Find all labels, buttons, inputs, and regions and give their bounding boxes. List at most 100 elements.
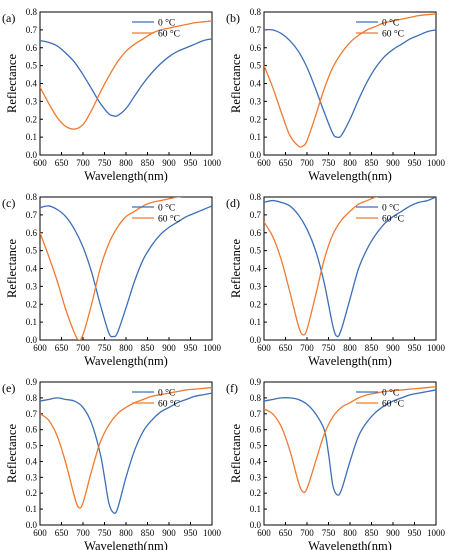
legend-label: 60 °C <box>382 214 404 225</box>
x-tick-label: 600 <box>33 158 47 168</box>
x-axis-label: Wavelength(nm) <box>84 169 168 183</box>
x-axis-label: Wavelength(nm) <box>84 354 168 368</box>
x-tick-label: 850 <box>141 528 155 538</box>
y-tick-label: 0.8 <box>250 7 262 17</box>
legend-label: 60 °C <box>158 399 180 410</box>
x-tick-label: 950 <box>408 158 422 168</box>
y-tick-label: 0.4 <box>26 456 38 466</box>
y-tick-label: 0.1 <box>250 504 261 514</box>
y-tick-label: 0.0 <box>26 335 38 345</box>
series-line-60c <box>40 20 212 130</box>
x-tick-label: 750 <box>322 343 336 353</box>
x-tick-label: 900 <box>386 158 400 168</box>
x-tick-label: 950 <box>184 528 198 538</box>
y-tick-label: 0.0 <box>26 150 38 160</box>
x-tick-label: 700 <box>76 343 90 353</box>
y-tick-label: 0.2 <box>26 114 37 124</box>
y-tick-label: 0.9 <box>250 377 262 387</box>
x-tick-label: 600 <box>257 343 271 353</box>
y-tick-label: 0.2 <box>250 488 261 498</box>
y-tick-label: 0.5 <box>250 246 262 256</box>
legend-label: 60 °C <box>158 29 180 40</box>
x-tick-label: 650 <box>279 158 293 168</box>
chart-panel-3: (c) 600 650 700 750 800 850 900 950 1000 0.0 0.1 0.2… <box>2 192 222 368</box>
x-axis-label: Wavelength(nm) <box>84 539 168 550</box>
y-tick-label: 0.7 <box>250 25 262 35</box>
y-tick-label: 0.1 <box>26 132 37 142</box>
y-tick-label: 0.1 <box>26 504 37 514</box>
plot-frame <box>39 381 213 526</box>
y-tick-label: 0.3 <box>26 281 38 291</box>
y-tick-label: 0.7 <box>250 210 262 220</box>
y-tick-label: 0.5 <box>26 246 38 256</box>
y-tick-label: 0.7 <box>26 210 38 220</box>
x-tick-label: 1000 <box>203 158 222 168</box>
series-line-60c <box>264 13 436 148</box>
x-tick-label: 850 <box>365 343 379 353</box>
y-tick-label: 0.2 <box>26 488 37 498</box>
x-tick-label: 850 <box>365 158 379 168</box>
y-tick-label: 0.8 <box>250 393 262 403</box>
x-tick-label: 900 <box>162 158 176 168</box>
x-tick-label: 650 <box>55 158 69 168</box>
y-tick-label: 0.3 <box>250 96 262 106</box>
panel-label: (e) <box>2 381 15 395</box>
chart-panel-6: (f) 600 650 700 750 800 850 900 950 1000 0.0 0.1 0.2… <box>226 377 446 550</box>
x-tick-label: 700 <box>300 528 314 538</box>
x-tick-label: 850 <box>141 158 155 168</box>
y-tick-label: 0.5 <box>26 61 38 71</box>
x-tick-label: 700 <box>300 343 314 353</box>
x-tick-label: 700 <box>76 158 90 168</box>
y-tick-label: 0.2 <box>250 299 261 309</box>
x-tick-label: 750 <box>322 528 336 538</box>
y-tick-label: 0.1 <box>250 317 261 327</box>
legend-label: 0 °C <box>382 388 399 399</box>
y-tick-label: 0.0 <box>250 335 262 345</box>
series-line-60c <box>264 386 436 494</box>
y-tick-label: 0.5 <box>26 441 38 451</box>
y-tick-label: 0.6 <box>26 43 38 53</box>
legend-label: 60 °C <box>158 214 180 225</box>
series-line-0c <box>264 197 436 338</box>
legend-label: 60 °C <box>382 399 404 410</box>
y-tick-label: 0.6 <box>26 425 38 435</box>
y-axis-label: Reflectance <box>229 424 243 483</box>
legend-label: 60 °C <box>382 29 404 40</box>
x-tick-label: 1000 <box>427 528 446 538</box>
y-axis-label: Reflectance <box>229 54 243 113</box>
y-tick-label: 0.5 <box>250 61 262 71</box>
panel-label: (b) <box>226 11 240 25</box>
series-line-60c <box>40 197 184 340</box>
y-tick-label: 0.8 <box>26 7 38 17</box>
panel-label: (c) <box>2 196 15 210</box>
x-tick-label: 750 <box>322 158 336 168</box>
y-axis-label: Reflectance <box>229 239 243 298</box>
y-tick-label: 0.6 <box>250 43 262 53</box>
y-tick-label: 0.0 <box>250 150 262 160</box>
chart-panel-2: (b) 600 650 700 750 800 850 900 950 1000 0.0 0.1 0.2… <box>226 7 446 183</box>
chart-panel-5: (e) 600 650 700 750 800 850 900 950 1000 0.0 0.1 0.2… <box>2 377 222 550</box>
x-tick-label: 800 <box>119 343 133 353</box>
y-tick-label: 0.2 <box>26 299 37 309</box>
x-tick-label: 800 <box>343 343 357 353</box>
plot-frame <box>39 11 213 156</box>
y-tick-label: 0.4 <box>26 79 38 89</box>
x-tick-label: 950 <box>408 343 422 353</box>
x-tick-label: 900 <box>386 343 400 353</box>
y-tick-label: 0.6 <box>250 228 262 238</box>
plot-frame <box>263 196 437 341</box>
chart-panel-4: (d) 600 650 700 750 800 850 900 950 1000 0.0 0.1 0.2… <box>226 192 446 368</box>
x-tick-label: 850 <box>365 528 379 538</box>
panel-label: (a) <box>2 11 15 25</box>
x-tick-label: 600 <box>257 158 271 168</box>
y-tick-label: 0.3 <box>250 472 262 482</box>
x-tick-label: 750 <box>98 528 112 538</box>
y-axis-label: Reflectance <box>5 239 19 298</box>
series-line-0c <box>40 38 212 117</box>
x-tick-label: 650 <box>279 343 293 353</box>
x-tick-label: 650 <box>279 528 293 538</box>
legend-label: 0 °C <box>382 203 399 214</box>
y-tick-label: 0.6 <box>250 425 262 435</box>
series-line-0c <box>264 389 436 496</box>
x-tick-label: 950 <box>184 158 198 168</box>
